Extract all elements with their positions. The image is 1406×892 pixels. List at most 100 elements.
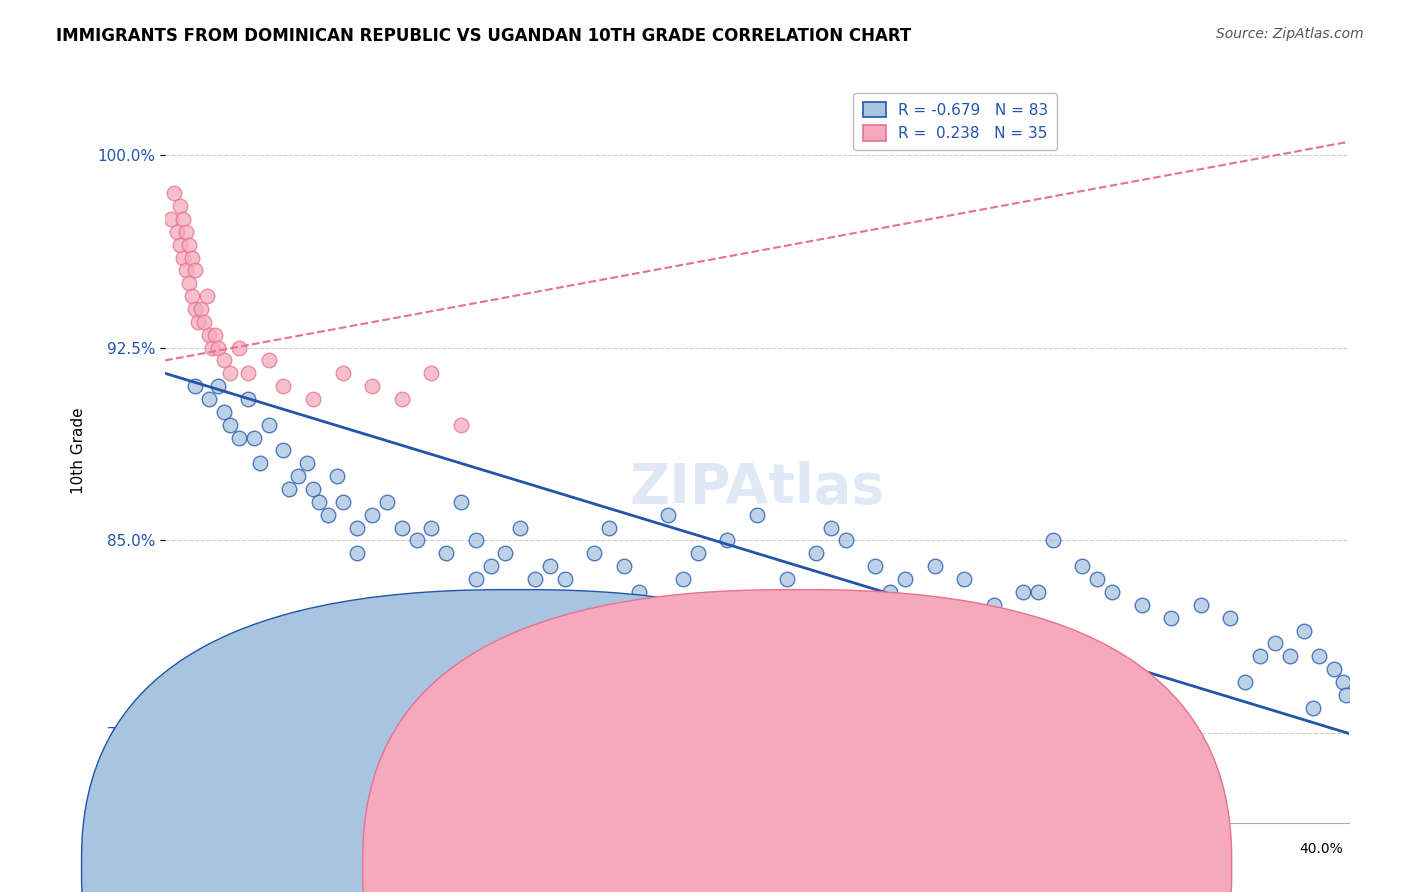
Point — [672, 572, 695, 586]
Point — [643, 610, 665, 624]
Point — [316, 508, 339, 522]
Point — [228, 341, 250, 355]
Point — [201, 341, 224, 355]
Point — [1334, 688, 1357, 702]
Point — [180, 289, 202, 303]
Legend: R = -0.679   N = 83, R =  0.238   N = 35: R = -0.679 N = 83, R = 0.238 N = 35 — [853, 93, 1057, 151]
Point — [308, 495, 330, 509]
Point — [1130, 598, 1153, 612]
Point — [820, 521, 842, 535]
Point — [464, 572, 486, 586]
Point — [177, 237, 200, 252]
Text: ZIPAtlas: ZIPAtlas — [630, 461, 884, 515]
Point — [163, 186, 186, 201]
Point — [450, 495, 472, 509]
Point — [554, 572, 576, 586]
Text: Immigrants from Dominican Republic: Immigrants from Dominican Republic — [534, 860, 793, 874]
Point — [278, 482, 301, 496]
Point — [1278, 649, 1301, 664]
Point — [190, 301, 212, 316]
Point — [391, 392, 413, 406]
Point — [1234, 675, 1257, 690]
Point — [236, 366, 259, 380]
Point — [420, 366, 443, 380]
Point — [434, 546, 457, 560]
Point — [1071, 559, 1094, 574]
Point — [835, 533, 858, 548]
Text: Ugandans: Ugandans — [815, 860, 886, 874]
Point — [420, 521, 443, 535]
Point — [346, 546, 368, 560]
Point — [1331, 675, 1354, 690]
Text: Source: ZipAtlas.com: Source: ZipAtlas.com — [1216, 27, 1364, 41]
Point — [361, 379, 384, 393]
Point — [568, 598, 591, 612]
Point — [287, 469, 309, 483]
Point — [1189, 598, 1212, 612]
Point — [479, 559, 502, 574]
Point — [361, 508, 384, 522]
Point — [375, 495, 398, 509]
Point — [166, 225, 188, 239]
Point — [287, 610, 309, 624]
Point — [219, 417, 242, 432]
Point — [509, 521, 531, 535]
Point — [183, 379, 205, 393]
Point — [236, 392, 259, 406]
Point — [464, 533, 486, 548]
Point — [953, 572, 976, 586]
Point — [295, 456, 318, 470]
Point — [160, 211, 183, 226]
Point — [172, 251, 194, 265]
Point — [273, 443, 295, 458]
Point — [775, 572, 797, 586]
Point — [997, 649, 1019, 664]
Point — [177, 277, 200, 291]
Point — [450, 417, 472, 432]
Point — [214, 405, 236, 419]
Point — [627, 585, 650, 599]
Point — [249, 456, 271, 470]
Point — [332, 495, 354, 509]
Point — [172, 211, 194, 226]
Text: 40.0%: 40.0% — [1299, 842, 1343, 856]
Point — [257, 353, 280, 368]
Point — [894, 572, 917, 586]
Point — [332, 366, 354, 380]
Point — [1012, 585, 1035, 599]
Point — [183, 301, 205, 316]
Point — [169, 199, 191, 213]
Point — [183, 263, 205, 277]
Point — [273, 379, 295, 393]
Point — [1026, 585, 1049, 599]
Point — [804, 546, 827, 560]
Point — [879, 585, 901, 599]
Point — [1219, 610, 1241, 624]
Point — [686, 546, 709, 560]
Point — [180, 251, 202, 265]
Point — [302, 392, 325, 406]
Point — [613, 559, 636, 574]
Point — [325, 469, 347, 483]
Point — [1042, 533, 1064, 548]
Point — [657, 508, 679, 522]
Y-axis label: 10th Grade: 10th Grade — [72, 407, 86, 494]
Point — [524, 572, 547, 586]
Point — [1115, 662, 1137, 676]
Point — [193, 315, 215, 329]
Point — [204, 327, 226, 342]
Point — [494, 546, 516, 560]
Point — [198, 392, 221, 406]
Point — [346, 521, 368, 535]
Point — [1101, 585, 1123, 599]
Point — [214, 353, 236, 368]
Point — [405, 598, 427, 612]
Point — [174, 225, 197, 239]
Text: IMMIGRANTS FROM DOMINICAN REPUBLIC VS UGANDAN 10TH GRADE CORRELATION CHART: IMMIGRANTS FROM DOMINICAN REPUBLIC VS UG… — [56, 27, 911, 45]
Text: 0.0%: 0.0% — [96, 842, 131, 856]
Point — [716, 533, 738, 548]
Point — [598, 521, 620, 535]
Point — [187, 315, 209, 329]
Text: Immigrants from Dominican Republic: Immigrants from Dominican Republic — [574, 842, 832, 856]
Point — [257, 417, 280, 432]
